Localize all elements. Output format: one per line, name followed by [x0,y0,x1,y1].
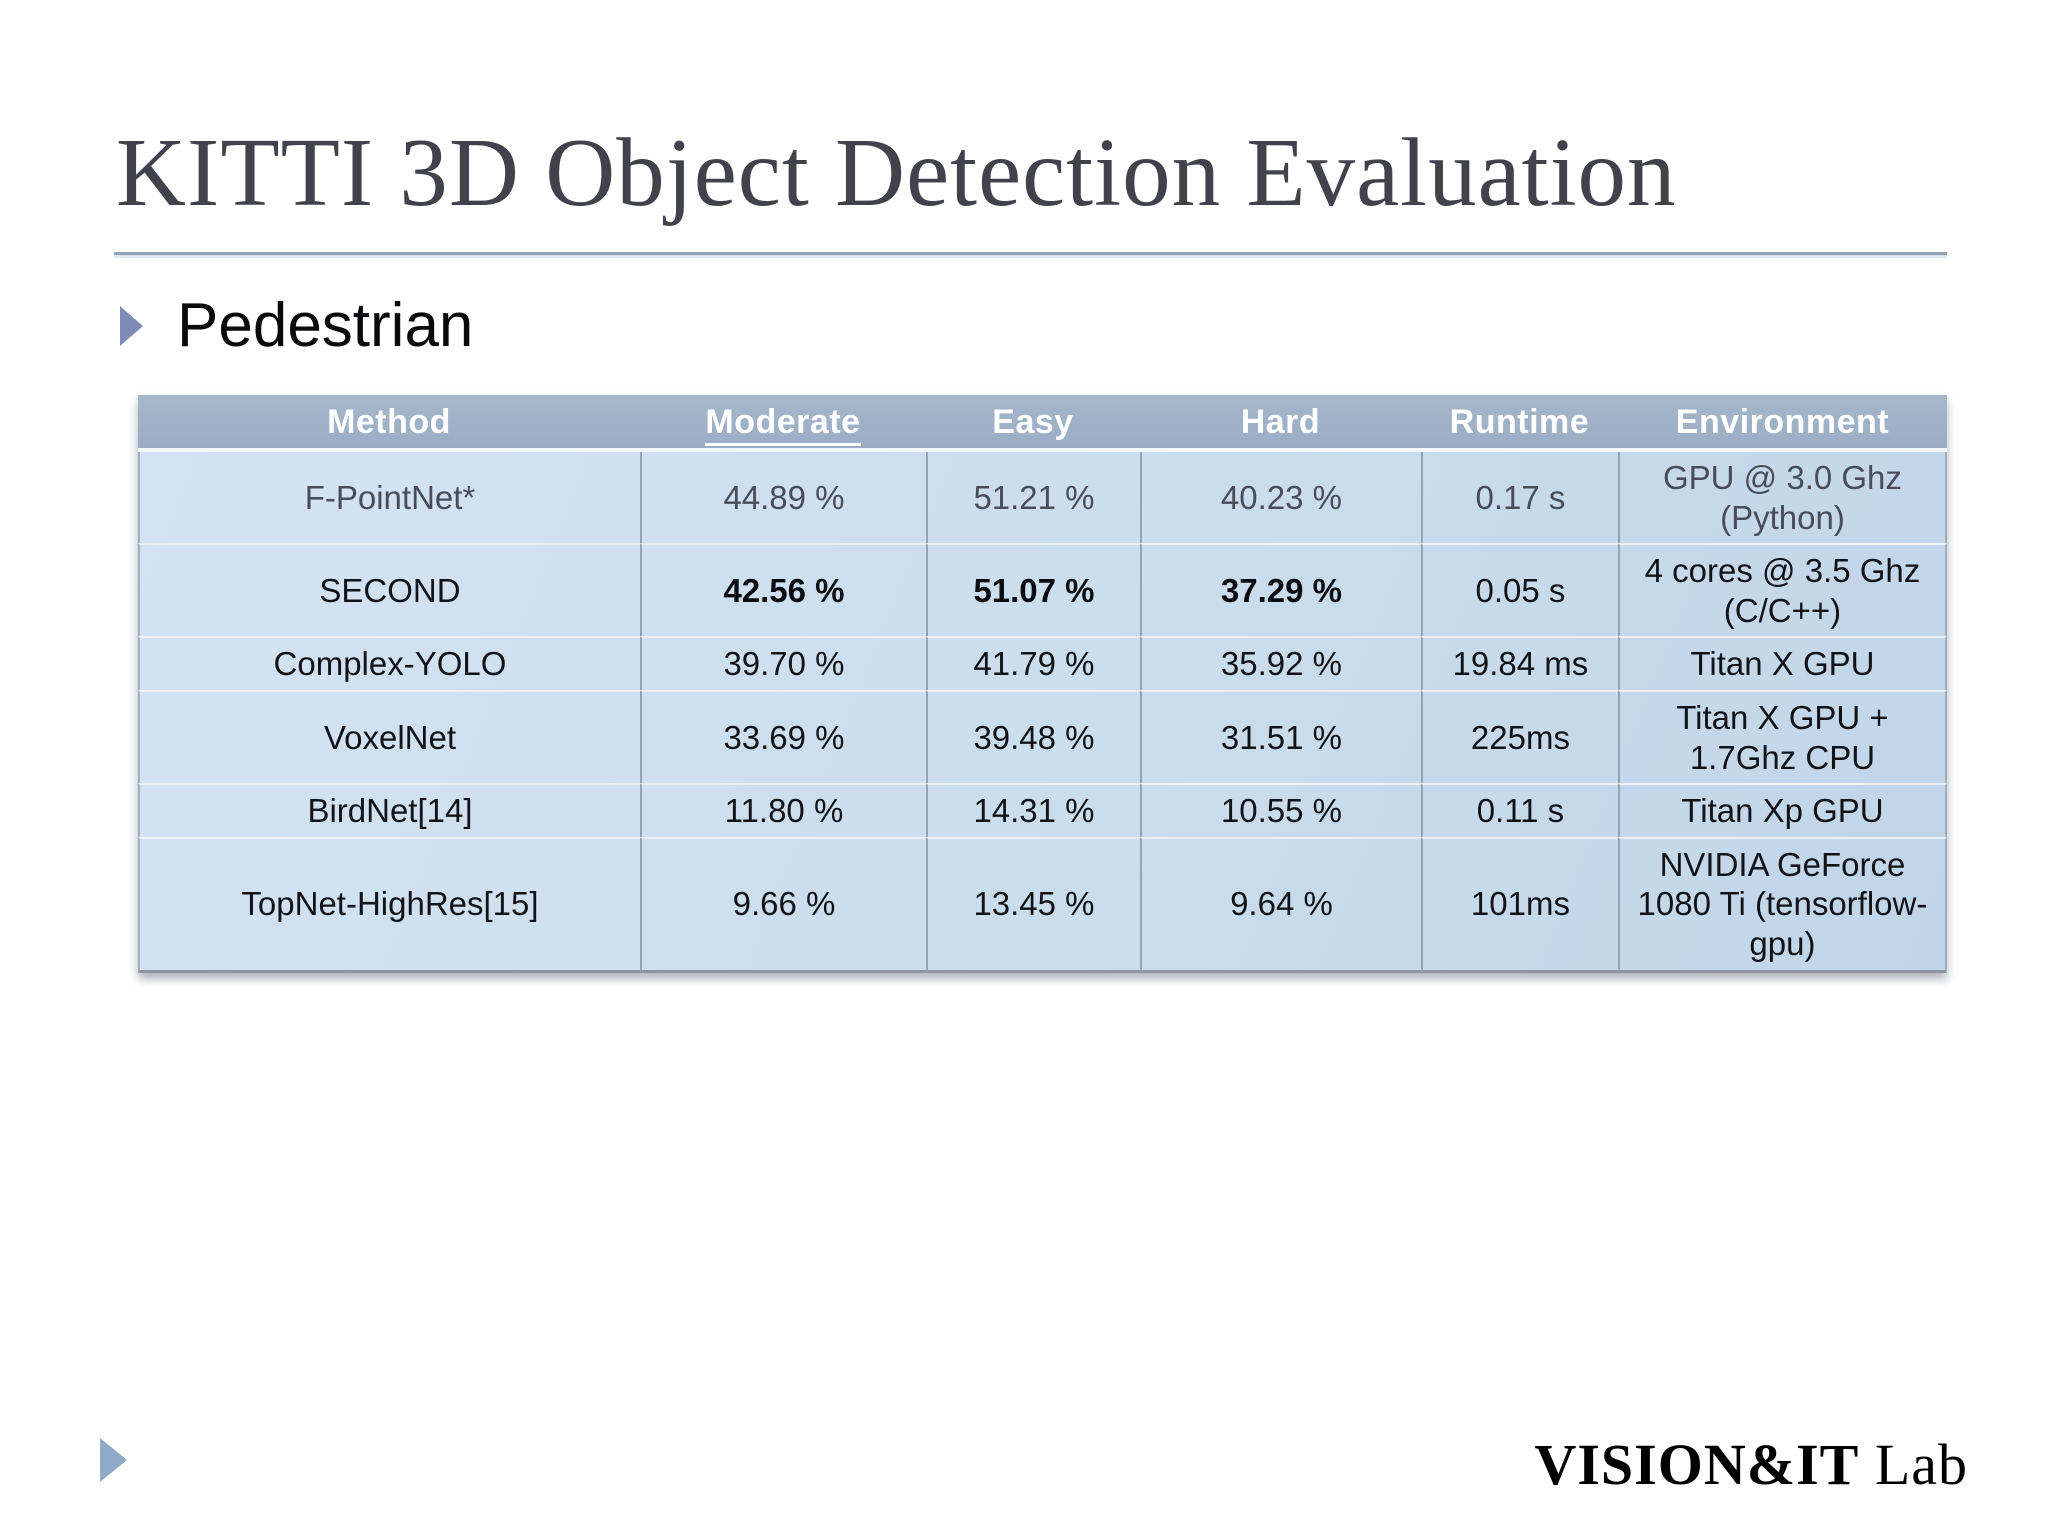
table-body: F-PointNet* 44.89 % 51.21 % 40.23 % 0.17 s GP… [138,452,1947,973]
section-heading: Pedestrian [120,291,474,360]
column-header-label: Easy [992,403,1074,441]
cell-easy: 39.48 % [925,689,1140,784]
column-header-moderate: Moderate [639,395,926,452]
cell-easy: 41.79 % [925,636,1140,690]
cell-easy: 51.21 % [925,452,1140,544]
cell-moderate: 44.89 % [639,452,926,544]
footer-logo-suffix: Lab [1859,1432,1968,1497]
cell-runtime: 0.05 s [1420,543,1618,637]
results-table: Method Moderate Easy Hard Runtime Environment… [138,395,1947,973]
cell-environment: 4 cores @ 3.5 Ghz (C/C++) [1617,543,1947,637]
cell-easy: 14.31 % [925,783,1140,837]
cell-environment: Titan Xp GPU [1617,783,1947,837]
cell-easy: 51.07 % [925,543,1140,637]
table-row: VoxelNet 33.69 % 39.48 % 31.51 % 225ms Titan … [138,689,1947,784]
column-header-hard: Hard [1139,395,1421,452]
page-title: KITTI 3D Object Detection Evaluation [116,119,1677,226]
cell-environment: Titan X GPU + 1.7Ghz CPU [1617,689,1947,784]
column-header-label: Moderate [705,403,861,446]
column-header-label: Hard [1240,403,1321,441]
column-header-environment: Environment [1617,395,1947,452]
footer-logo: VISION&IT Lab [1534,1436,1968,1494]
column-header-easy: Easy [925,395,1140,452]
cell-hard: 37.29 % [1139,543,1421,637]
cell-hard: 9.64 % [1139,836,1421,973]
column-header-label: Runtime [1449,403,1590,441]
cell-method: VoxelNet [138,689,640,784]
cell-runtime: 19.84 ms [1420,636,1618,690]
cell-environment: Titan X GPU [1617,636,1947,690]
cell-environment: NVIDIA GeForce 1080 Ti (tensorflow- gpu) [1617,836,1947,973]
table-row: F-PointNet* 44.89 % 51.21 % 40.23 % 0.17 s GP… [138,452,1947,544]
column-header-method: Method [138,395,640,452]
cell-hard: 31.51 % [1139,689,1421,784]
column-header-label: Method [327,403,451,441]
table-row: BirdNet[14] 11.80 % 14.31 % 10.55 % 0.11 s Ti… [138,783,1947,837]
column-header-runtime: Runtime [1420,395,1618,452]
cell-method: BirdNet[14] [138,783,640,837]
bullet-triangle-icon [120,306,143,347]
cell-environment: GPU @ 3.0 Ghz (Python) [1617,452,1947,544]
section-heading-label: Pedestrian [177,291,474,360]
cell-runtime: 0.17 s [1420,452,1618,544]
cell-runtime: 0.11 s [1420,783,1618,837]
cell-method: SECOND [138,543,640,637]
cell-runtime: 101ms [1420,836,1618,973]
column-header-label: Environment [1675,403,1890,441]
results-table-container: Method Moderate Easy Hard Runtime Environment… [138,395,1947,973]
cell-hard: 40.23 % [1139,452,1421,544]
cell-moderate: 39.70 % [639,636,926,690]
cell-method: F-PointNet* [138,452,640,544]
cell-moderate: 11.80 % [639,783,926,837]
table-row: Complex-YOLO 39.70 % 41.79 % 35.92 % 19.84 m… [138,636,1947,690]
footer-triangle-icon [100,1438,127,1482]
cell-moderate: 42.56 % [639,543,926,637]
cell-easy: 13.45 % [925,836,1140,973]
cell-hard: 10.55 % [1139,783,1421,837]
table-header-row: Method Moderate Easy Hard Runtime Environment [138,395,1947,452]
footer-logo-main: VISION&IT [1534,1432,1860,1497]
title-divider [114,252,1947,255]
cell-method: Complex-YOLO [138,636,640,690]
cell-moderate: 33.69 % [639,689,926,784]
cell-moderate: 9.66 % [639,836,926,973]
table-row: TopNet-HighRes[15] 9.66 % 13.45 % 9.64 % 101… [138,836,1947,973]
cell-runtime: 225ms [1420,689,1618,784]
table-header: Method Moderate Easy Hard Runtime Environment [138,395,1947,452]
cell-hard: 35.92 % [1139,636,1421,690]
cell-method: TopNet-HighRes[15] [138,836,640,973]
